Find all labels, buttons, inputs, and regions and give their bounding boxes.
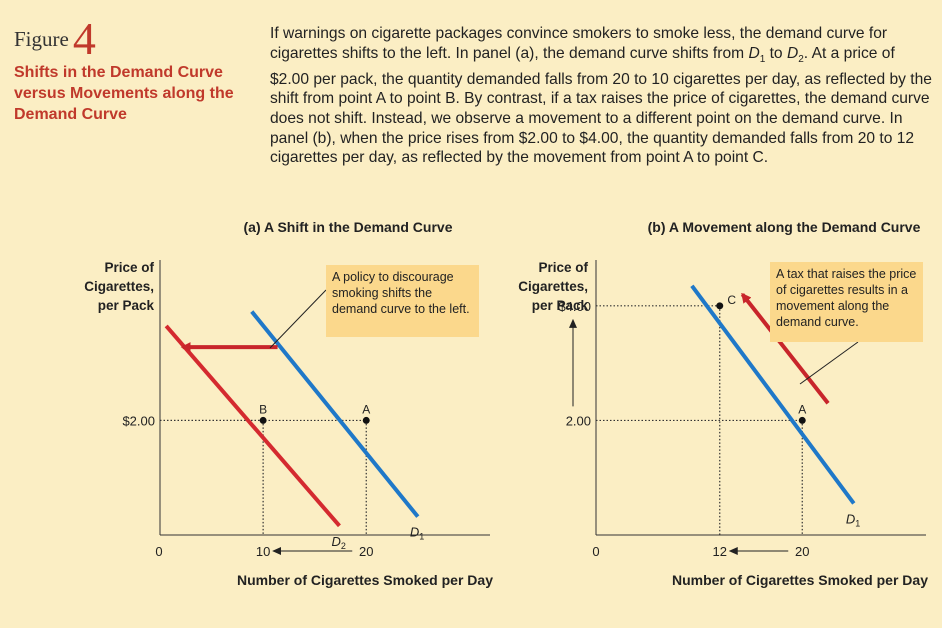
curve-label-d2: D2 [331, 534, 345, 551]
figure-caption: If warnings on cigarette packages convin… [270, 24, 935, 168]
figure-label-text: Figure [14, 27, 69, 51]
x-tick-label: 12 [713, 544, 727, 559]
figure-label: Figure4 [14, 12, 96, 65]
curve-label-d1: D1 [410, 525, 424, 542]
demand-curve-d1 [690, 284, 856, 505]
origin-label: 0 [155, 544, 162, 559]
figure-number: 4 [72, 13, 96, 64]
x-tick-label: 20 [795, 544, 809, 559]
chart-title: (b) A Movement along the Demand Curve [648, 219, 921, 235]
origin-label: 0 [592, 544, 599, 559]
callout-pointer [269, 289, 327, 349]
demand-curve-d2 [164, 324, 341, 528]
caption-subscript: 1 [759, 53, 766, 65]
y-axis-label: Price of [538, 260, 588, 275]
point-c [716, 302, 724, 310]
caption-part: to [765, 44, 787, 62]
point-b [259, 416, 267, 424]
y-axis-label: per Pack [98, 298, 155, 313]
caption-part: . At a price of $2.00 per pack, the quan… [270, 44, 932, 167]
point-label-a: A [798, 402, 806, 416]
chart-title: (a) A Shift in the Demand Curve [244, 219, 453, 235]
movement-arrow [740, 292, 830, 405]
caption-curve-symbol: D [748, 44, 760, 62]
curve-label-subscript: 1 [855, 518, 860, 528]
point-label-a: A [362, 402, 370, 416]
caption-subscript: 2 [798, 53, 804, 65]
caption-part: If warnings on cigarette packages convin… [270, 25, 888, 62]
y-axis-label: Cigarettes, [84, 279, 154, 294]
y-tick-label: $4.00 [558, 299, 591, 314]
point-a [362, 416, 370, 424]
curve-label-main: D [846, 511, 855, 526]
x-tick-label: 10 [256, 544, 270, 559]
curve-label-main: D [331, 534, 340, 549]
curve-label-subscript: 2 [341, 541, 346, 551]
curve-label-subscript: 1 [419, 532, 424, 542]
y-axis-label: per Pack [532, 298, 589, 313]
x-tick-label: 20 [359, 544, 373, 559]
y-axis-label: Price of [104, 260, 154, 275]
callout-policy-shift: A policy to discourage smoking shifts th… [326, 265, 479, 337]
chart-panel-b: (b) A Movement along the Demand Curve Pri… [518, 219, 928, 588]
x-axis-label: Number of Cigarettes Smoked per Day [237, 572, 493, 588]
curve-label-main: D [410, 525, 419, 540]
demand-curve-d1 [250, 310, 420, 518]
point-label-b: B [259, 402, 267, 416]
caption-curve-symbol: D [786, 44, 799, 62]
x-axis-label: Number of Cigarettes Smoked per Day [672, 572, 928, 588]
y-axis-label: Cigarettes, [518, 279, 588, 294]
curve-label-d1: D1 [846, 511, 860, 528]
y-tick-label: $2.00 [122, 413, 155, 428]
chart-panel-a: (a) A Shift in the Demand Curve Price of C… [84, 219, 493, 588]
callout-tax-movement: A tax that raises the price of cigarette… [770, 262, 923, 342]
point-label-c: C [727, 293, 736, 307]
callout-pointer [799, 341, 859, 385]
point-a [798, 416, 806, 424]
y-tick-label: 2.00 [566, 413, 591, 428]
figure-title: Shifts in the Demand Curve versus Moveme… [14, 64, 234, 123]
